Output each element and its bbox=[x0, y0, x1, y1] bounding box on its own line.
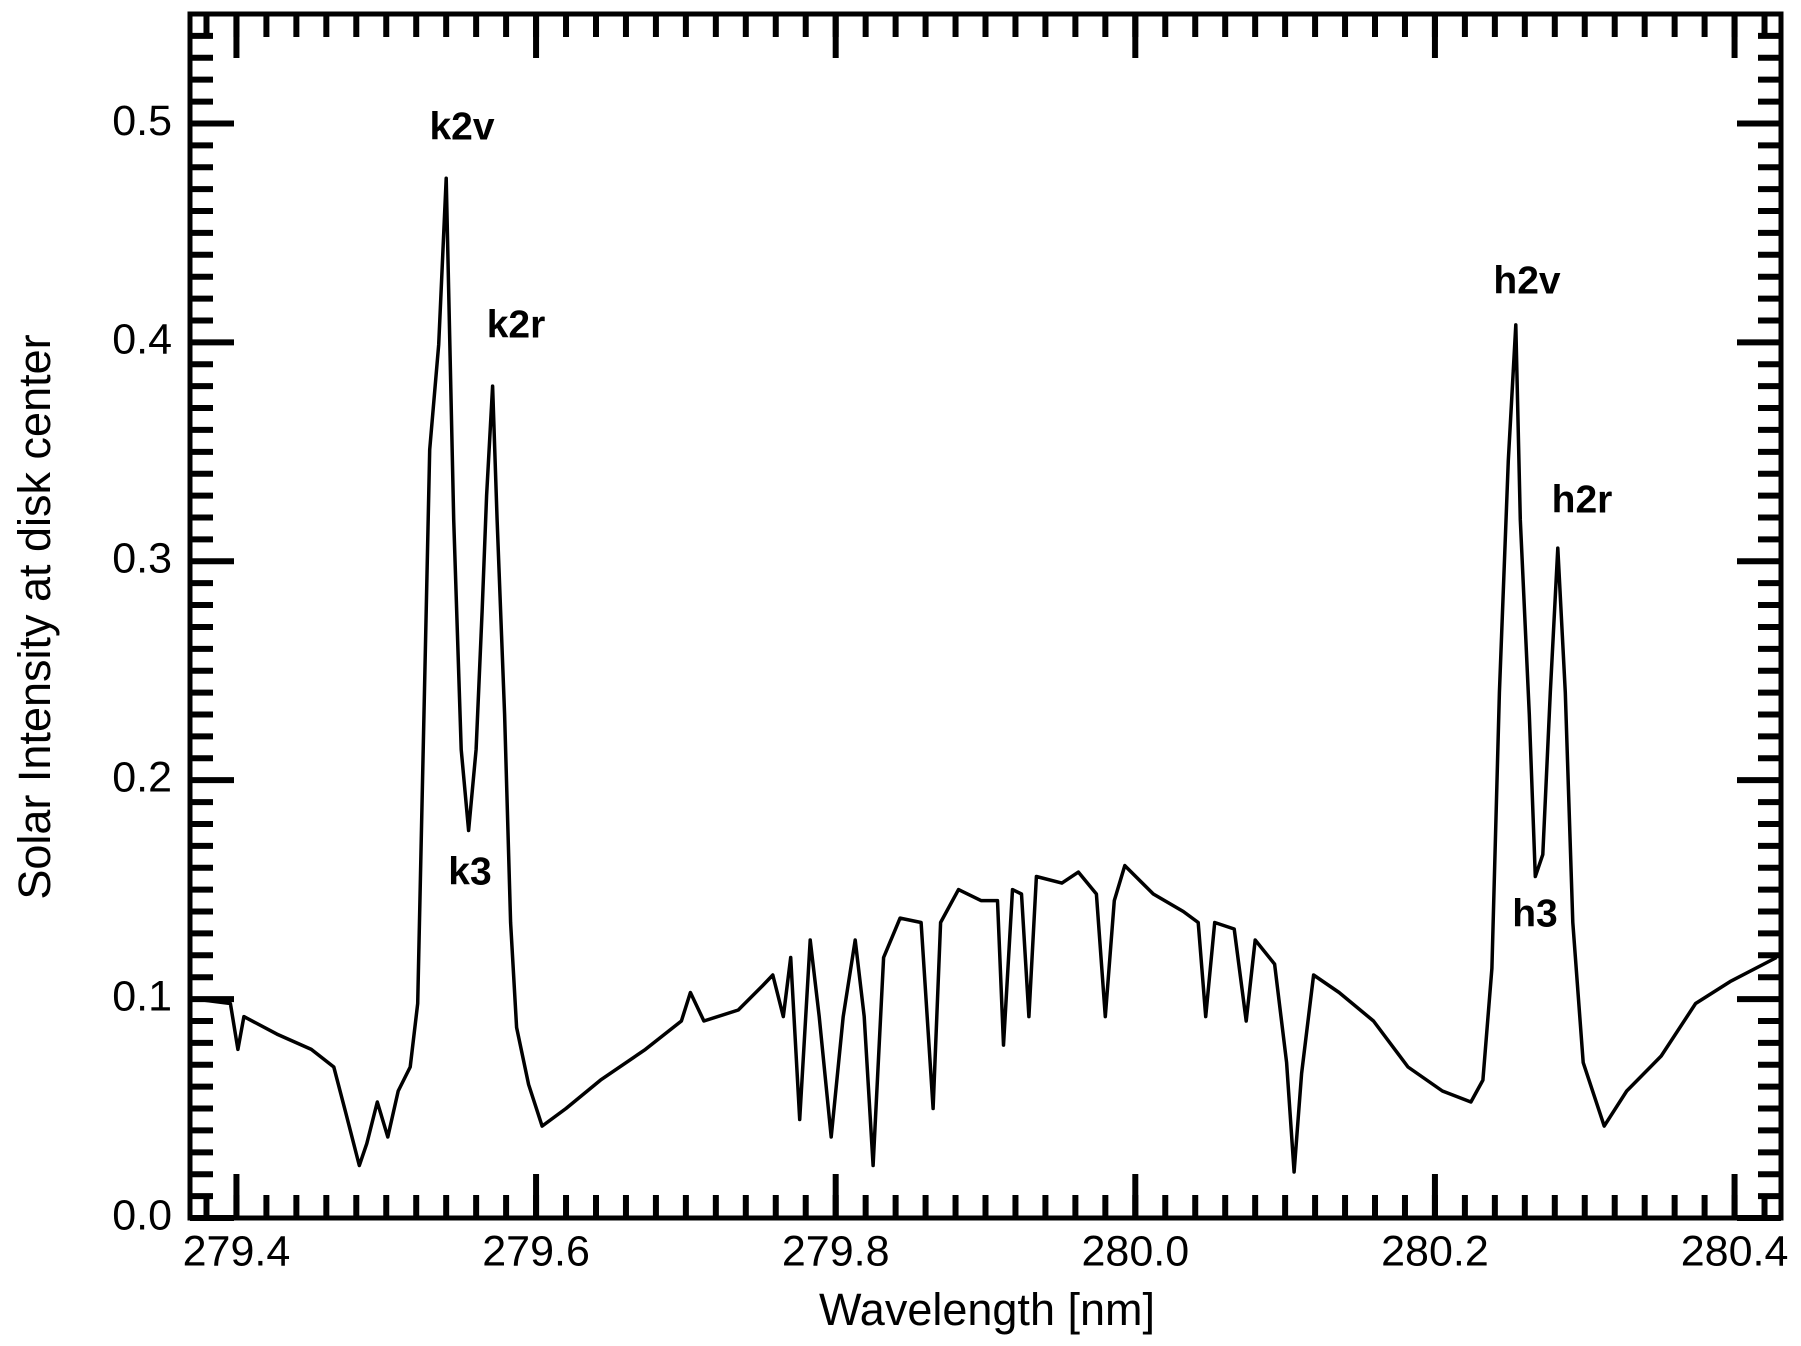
y-axis-label: Solar Intensity at disk center bbox=[9, 334, 60, 899]
annotation: k3 bbox=[448, 850, 491, 893]
y-tick-label: 0.4 bbox=[112, 316, 172, 364]
y-tick-label: 0.0 bbox=[112, 1191, 172, 1239]
spectrum-line bbox=[195, 176, 1778, 1174]
x-axis-label: Wavelength [nm] bbox=[819, 1284, 1155, 1335]
y-tick-label: 0.1 bbox=[112, 972, 172, 1020]
x-tick-label: 279.8 bbox=[782, 1227, 890, 1275]
annotation: h2v bbox=[1493, 259, 1561, 302]
annotation: h3 bbox=[1512, 892, 1558, 935]
y-tick-label: 0.5 bbox=[112, 97, 172, 145]
y-tick-label: 0.3 bbox=[112, 535, 172, 583]
x-tick-label: 280.0 bbox=[1082, 1227, 1190, 1275]
x-tick-label: 279.4 bbox=[183, 1227, 291, 1275]
annotation: k2v bbox=[429, 105, 494, 148]
x-tick-label: 280.2 bbox=[1381, 1227, 1489, 1275]
annotation: h2r bbox=[1552, 478, 1613, 521]
plot-frame bbox=[187, 11, 1784, 1221]
annotation: k2r bbox=[487, 303, 546, 346]
y-tick-label: 0.2 bbox=[112, 754, 172, 802]
x-tick-label: 279.6 bbox=[482, 1227, 590, 1275]
x-tick-label: 280.4 bbox=[1681, 1227, 1789, 1275]
